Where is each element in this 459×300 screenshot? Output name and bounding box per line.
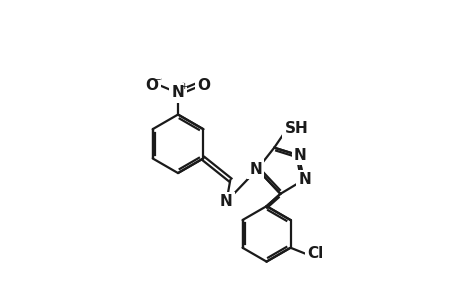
Text: −: − [153,75,161,84]
Text: N: N [249,162,262,177]
Text: SH: SH [284,121,308,136]
Text: N: N [298,172,311,188]
Text: O: O [145,78,158,93]
Text: N: N [219,194,232,209]
Text: Cl: Cl [307,246,323,261]
Text: O: O [197,78,210,93]
Text: +: + [179,82,187,91]
Text: N: N [171,85,184,100]
Text: N: N [293,148,306,163]
